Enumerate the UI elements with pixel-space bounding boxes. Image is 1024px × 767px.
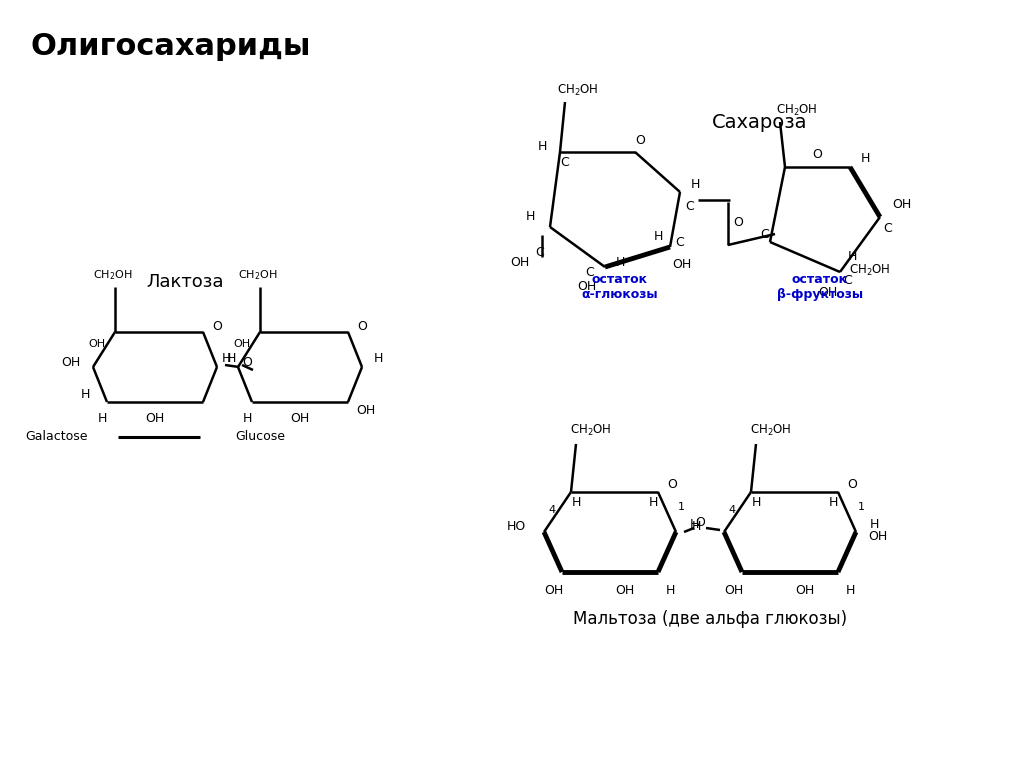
Text: C: C <box>884 222 892 235</box>
Text: OH: OH <box>796 584 815 597</box>
Text: OH: OH <box>724 584 743 597</box>
Text: Сахароза: Сахароза <box>713 113 808 131</box>
Text: Galactose: Galactose <box>26 430 88 443</box>
Text: OH: OH <box>233 339 251 349</box>
Text: CH$_2$OH: CH$_2$OH <box>570 423 611 437</box>
Text: H: H <box>691 521 700 534</box>
Text: C: C <box>536 245 545 258</box>
Text: 4: 4 <box>549 505 556 515</box>
Text: H: H <box>689 518 698 531</box>
Text: HO: HO <box>507 521 525 534</box>
Text: C: C <box>676 235 684 249</box>
Text: OH: OH <box>868 531 888 544</box>
Text: OH: OH <box>578 281 597 294</box>
Text: H: H <box>690 177 699 190</box>
Text: O: O <box>847 478 857 491</box>
Text: OH: OH <box>615 584 635 597</box>
Text: H: H <box>374 353 383 366</box>
Text: OH: OH <box>291 412 309 424</box>
Text: C: C <box>586 265 594 278</box>
Text: OH: OH <box>145 412 165 424</box>
Text: H: H <box>860 153 869 166</box>
Text: H: H <box>221 353 230 366</box>
Text: OH: OH <box>892 199 911 212</box>
Text: H: H <box>828 495 838 509</box>
Text: CH$_2$OH: CH$_2$OH <box>776 103 818 117</box>
Text: O: O <box>812 149 822 162</box>
Text: остаток
α-глюкозы: остаток α-глюкозы <box>582 273 658 301</box>
Text: O: O <box>695 515 705 528</box>
Text: H: H <box>847 251 857 264</box>
Text: O: O <box>667 478 677 491</box>
Text: OH: OH <box>673 258 691 272</box>
Text: H: H <box>538 140 547 153</box>
Text: O: O <box>635 133 645 146</box>
Text: CH$_2$OH: CH$_2$OH <box>239 268 278 282</box>
Text: Олигосахариды: Олигосахариды <box>30 32 310 61</box>
Text: H: H <box>648 495 657 509</box>
Text: C: C <box>761 228 769 241</box>
Text: CH$_2$OH: CH$_2$OH <box>849 262 891 278</box>
Text: H: H <box>752 495 761 509</box>
Text: O: O <box>242 355 252 368</box>
Text: 1: 1 <box>678 502 684 512</box>
Text: H: H <box>571 495 581 509</box>
Text: OH: OH <box>818 285 838 298</box>
Text: O: O <box>357 321 367 334</box>
Text: CH$_2$OH: CH$_2$OH <box>93 268 133 282</box>
Text: H: H <box>243 412 252 424</box>
Text: H: H <box>525 210 535 223</box>
Text: O: O <box>733 216 743 229</box>
Text: OH: OH <box>510 255 529 268</box>
Text: C: C <box>560 156 569 169</box>
Text: 4: 4 <box>728 505 735 515</box>
Text: H: H <box>80 389 90 401</box>
Text: H: H <box>869 518 879 531</box>
Text: H: H <box>97 412 106 424</box>
Text: Glucose: Glucose <box>234 430 285 443</box>
Text: Лактоза: Лактоза <box>146 273 224 291</box>
Text: 1: 1 <box>857 502 864 512</box>
Text: H: H <box>846 584 855 597</box>
Text: O: O <box>212 321 222 334</box>
Text: OH: OH <box>88 339 105 349</box>
Text: OH: OH <box>356 403 376 416</box>
Text: OH: OH <box>61 355 81 368</box>
Text: Мальтоза (две альфа глюкозы): Мальтоза (две альфа глюкозы) <box>573 610 847 628</box>
Text: C: C <box>686 200 694 213</box>
Text: OH: OH <box>545 584 563 597</box>
Text: остаток
β-фруктозы: остаток β-фруктозы <box>777 273 863 301</box>
Text: H: H <box>615 255 625 268</box>
Text: H: H <box>226 353 236 366</box>
Text: CH$_2$OH: CH$_2$OH <box>557 82 599 97</box>
Text: C: C <box>844 274 852 287</box>
Text: H: H <box>666 584 675 597</box>
Text: CH$_2$OH: CH$_2$OH <box>751 423 792 437</box>
Text: H: H <box>653 231 663 243</box>
